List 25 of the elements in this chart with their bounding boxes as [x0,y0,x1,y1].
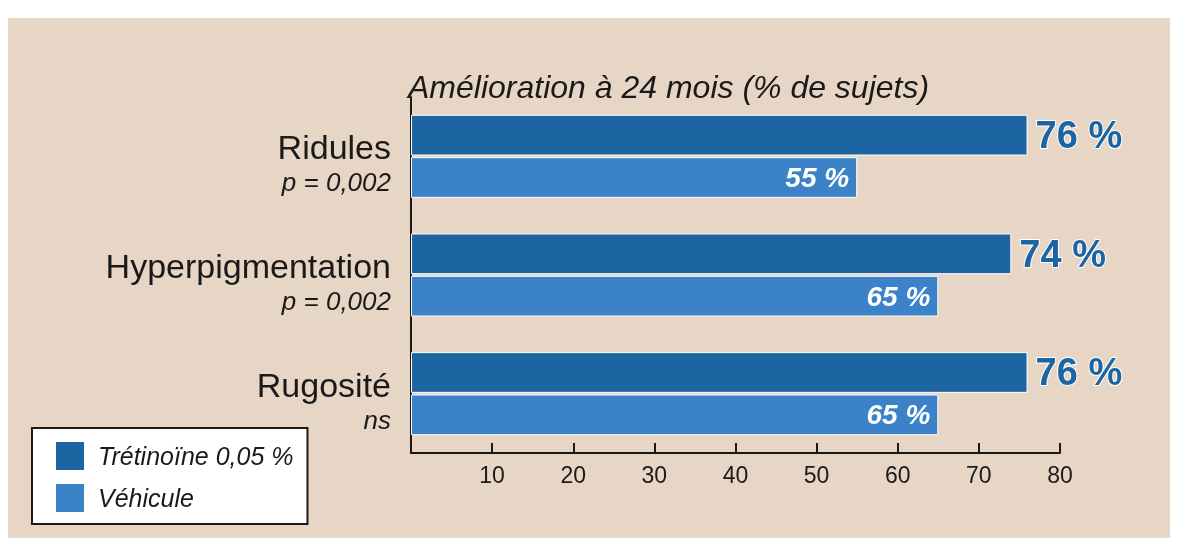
text: p = 0,002 [280,286,392,316]
x-tick-label: 10 [479,461,505,488]
data-label: 76 % [1035,351,1123,394]
x-tick-label: 80 [1047,461,1073,488]
text: ns [363,404,391,435]
data-label: 65 % [866,399,931,431]
legend-label: Véhicule [98,484,194,512]
y-tick-label: Rugosité [256,365,391,404]
data-label: 76 % [1035,114,1123,157]
x-tick-label: 50 [803,461,830,488]
x-tick-label: 20 [560,461,587,488]
x-tick-label: 40 [722,461,749,488]
y-tick-label: Ridules [277,128,391,167]
data-label: 74 % [1019,232,1106,275]
bar [411,275,939,317]
x-tick-label: 60 [884,461,911,488]
x-tick-label: 30 [641,461,668,488]
y-tick-label: Hyperpigmentation [105,247,391,285]
data-label: 65 % [866,280,931,312]
chart-title: Amélioration à 24 mois (% de sujets) [406,69,930,105]
x-tick-label: 70 [966,461,992,488]
text: p = 0,002 [280,167,392,198]
legend-label: Trétinoïne 0,05 % [98,442,294,470]
data-label: 55 % [785,162,850,194]
bar [411,233,1012,275]
